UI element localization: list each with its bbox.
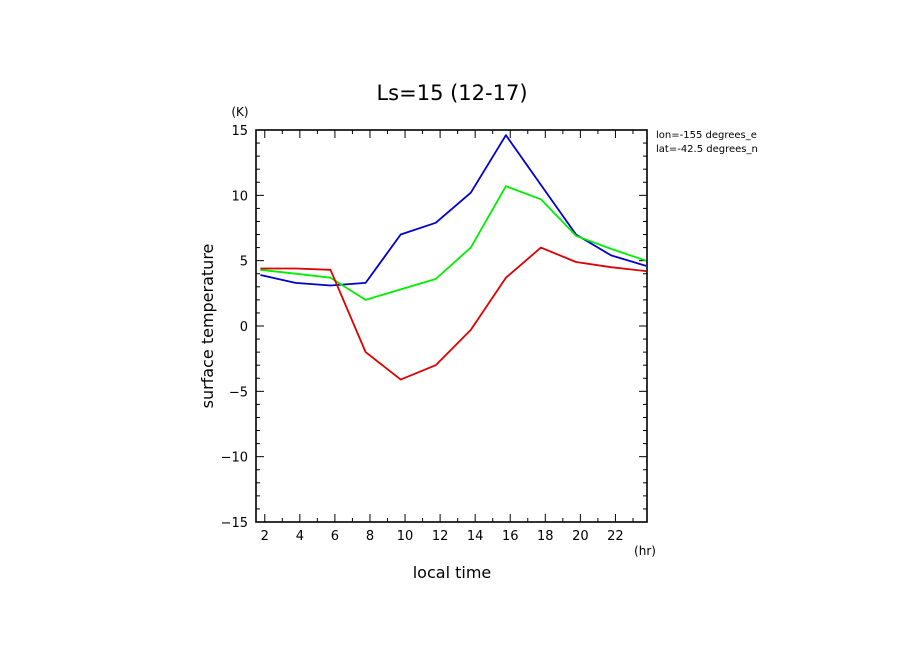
x-tick-label: 18: [537, 529, 554, 544]
annotation-clip: [780, 126, 904, 158]
y-tick-label: −10: [221, 451, 248, 466]
y-tick-label: 0: [240, 320, 248, 335]
y-unit-label: (K): [231, 105, 248, 119]
series-line-3: [260, 246, 647, 381]
y-tick-label: 5: [240, 255, 248, 270]
series-line-2: [260, 185, 647, 301]
x-tick-label: 22: [607, 529, 624, 544]
y-tick-label: −15: [221, 516, 248, 531]
y-tick-label: −5: [229, 385, 248, 400]
x-tick-label: 6: [331, 529, 339, 544]
x-tick-label: 4: [296, 529, 304, 544]
y-tick-label: 10: [231, 189, 248, 204]
x-unit-label: (hr): [634, 544, 656, 558]
axis-ticks: −15 −10 −5 0 5 10 15 2 4 6 8 10 12 14 16 18 20 22: [221, 124, 647, 544]
y-tick-label: 15: [231, 124, 248, 139]
x-tick-label: 14: [467, 529, 484, 544]
x-tick-label: 8: [366, 529, 374, 544]
plot-area: [255, 129, 648, 523]
x-tick-label: 10: [397, 529, 414, 544]
annotation-lon: lon=-155 degrees_e: [656, 130, 757, 141]
annotation-lat: lat=-42.5 degrees_n: [656, 144, 758, 155]
x-axis-label: local time: [413, 563, 492, 582]
y-axis-label: surface temperature: [198, 244, 217, 409]
x-tick-label: 20: [572, 529, 589, 544]
chart-title: Ls=15 (12-17): [376, 81, 527, 105]
series-layer: [260, 134, 647, 381]
x-tick-label: 16: [502, 529, 519, 544]
x-tick-label: 12: [432, 529, 449, 544]
x-tick-label: 2: [261, 529, 269, 544]
plot-frame: [255, 129, 648, 523]
